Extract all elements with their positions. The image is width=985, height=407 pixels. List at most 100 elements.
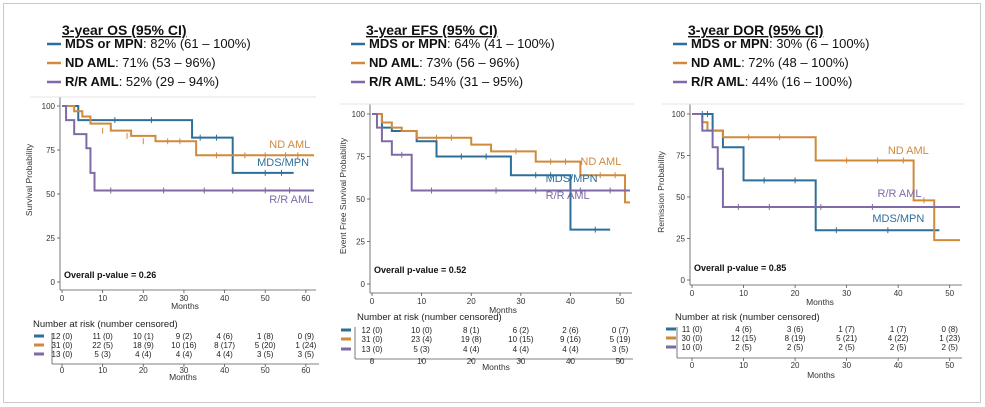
risk-tick-label: 20 [139,366,148,375]
risk-cell: 4 (4) [463,345,480,354]
curve-label: R/R AML [269,194,313,206]
legend-entry: MDS or MPN: 30% (6 – 100%) [691,36,869,51]
panel-title: 3-year DOR (95% CI) [688,22,823,38]
risk-cell: 31 (0) [52,341,73,350]
risk-tick-label: 0 [370,357,375,366]
legend-label: R/R AML [691,74,745,89]
risk-cell: 3 (5) [257,350,274,359]
risk-tick-label: 30 [842,361,851,370]
y-tick-label: 0 [361,280,366,289]
curve-label: MDS/MPN [546,173,598,185]
curve-label: R/R AML [878,188,922,200]
x-tick-label: 30 [516,297,525,306]
risk-cell: 0 (7) [612,326,629,335]
km-curve-rr [372,113,630,192]
risk-tick-label: 50 [616,357,625,366]
p-value: Overall p-value = 0.52 [374,265,466,275]
x-axis-label: Months [806,297,834,307]
legend-value: : 71% (53 – 96%) [115,55,215,70]
legend-entry: MDS or MPN: 64% (41 – 100%) [369,36,555,51]
risk-tick-label: 40 [566,357,575,366]
risk-tick-label: 60 [301,366,310,375]
risk-tick-label: 20 [467,357,476,366]
x-tick-label: 40 [894,289,903,298]
risk-cell: 5 (21) [836,334,857,343]
risk-cell: 1 (24) [295,341,316,350]
x-axis-label: Months [489,305,517,315]
legend-entry: R/R AML: 54% (31 – 95%) [369,74,523,89]
risk-cell: 13 (0) [362,345,383,354]
risk-cell: 1 (23) [939,334,960,343]
curve-label: R/R AML [546,190,590,202]
y-tick-label: 0 [51,278,56,287]
legend-entry: ND AML: 71% (53 – 96%) [65,55,216,70]
x-tick-label: 10 [739,289,748,298]
y-tick-label: 75 [356,153,365,162]
x-tick-label: 50 [945,289,954,298]
risk-cell: 2 (5) [735,343,752,352]
legend-value: : 72% (48 – 100%) [741,55,849,70]
x-tick-label: 10 [98,294,107,303]
risk-cell: 1 (8) [257,332,274,341]
legend-entry: ND AML: 72% (48 – 100%) [691,55,849,70]
risk-cell: 10 (15) [508,335,534,344]
risk-cell: 10 (0) [411,326,432,335]
x-tick-label: 0 [690,289,695,298]
legend-entry: R/R AML: 44% (16 – 100%) [691,74,852,89]
risk-cell: 31 (0) [362,335,383,344]
y-tick-label: 100 [672,110,686,119]
curve-label: MDS/MPN [257,157,309,169]
risk-cell: 6 (2) [513,326,530,335]
x-axis-label: Months [171,301,199,311]
risk-tick-label: 10 [417,357,426,366]
risk-cell: 22 (5) [92,341,113,350]
risk-cell: 0 (9) [298,332,315,341]
x-tick-label: 20 [139,294,148,303]
x-tick-label: 20 [791,289,800,298]
y-tick-label: 25 [356,238,365,247]
risk-cell: 4 (4) [135,350,152,359]
risk-cell: 3 (6) [787,325,804,334]
risk-cell: 3 (5) [298,350,315,359]
y-tick-label: 75 [676,152,685,161]
risk-cell: 9 (16) [560,335,581,344]
risk-cell: 2 (5) [941,343,958,352]
risk-cell: 12 (0) [362,326,383,335]
panel-2: 3-year EFS (95% CI)MDS or MPN: 64% (41 –… [338,22,633,372]
figure-frame [3,3,981,403]
risk-cell: 11 (0) [682,325,703,334]
legend-value: : 73% (56 – 96%) [419,55,519,70]
legend-label: R/R AML [369,74,423,89]
risk-cell: 1 (7) [838,325,855,334]
risk-cell: 4 (4) [176,350,193,359]
risk-tick-label: 40 [894,361,903,370]
legend-entry: MDS or MPN: 82% (61 – 100%) [65,36,251,51]
y-axis-label: Remission Probability [656,150,666,232]
legend-entry: R/R AML: 52% (29 – 94%) [65,74,219,89]
x-tick-label: 10 [417,297,426,306]
y-tick-label: 50 [676,193,685,202]
km-curve-rr [692,113,960,208]
legend-entry: ND AML: 73% (56 – 96%) [369,55,520,70]
risk-table-title: Number at risk (number censored) [33,319,178,330]
x-tick-label: 20 [467,297,476,306]
x-tick-label: 40 [220,294,229,303]
panel-3: 3-year DOR (95% CI)MDS or MPN: 30% (6 – … [656,22,962,380]
risk-cell: 2 (6) [562,326,579,335]
y-tick-label: 75 [46,146,55,155]
risk-cell: 19 (8) [461,335,482,344]
y-tick-label: 25 [46,234,55,243]
risk-cell: 8 (1) [463,326,480,335]
x-tick-label: 30 [179,294,188,303]
legend-value: : 44% (16 – 100%) [745,74,853,89]
risk-cell: 8 (17) [214,341,235,350]
legend-label: ND AML [65,55,115,70]
risk-cell: 23 (4) [411,335,432,344]
risk-cell: 4 (22) [888,334,909,343]
x-tick-label: 50 [261,294,270,303]
risk-cell: 5 (20) [255,341,276,350]
x-tick-label: 30 [842,289,851,298]
curve-label: ND AML [269,139,310,151]
risk-cell: 1 (7) [890,325,907,334]
